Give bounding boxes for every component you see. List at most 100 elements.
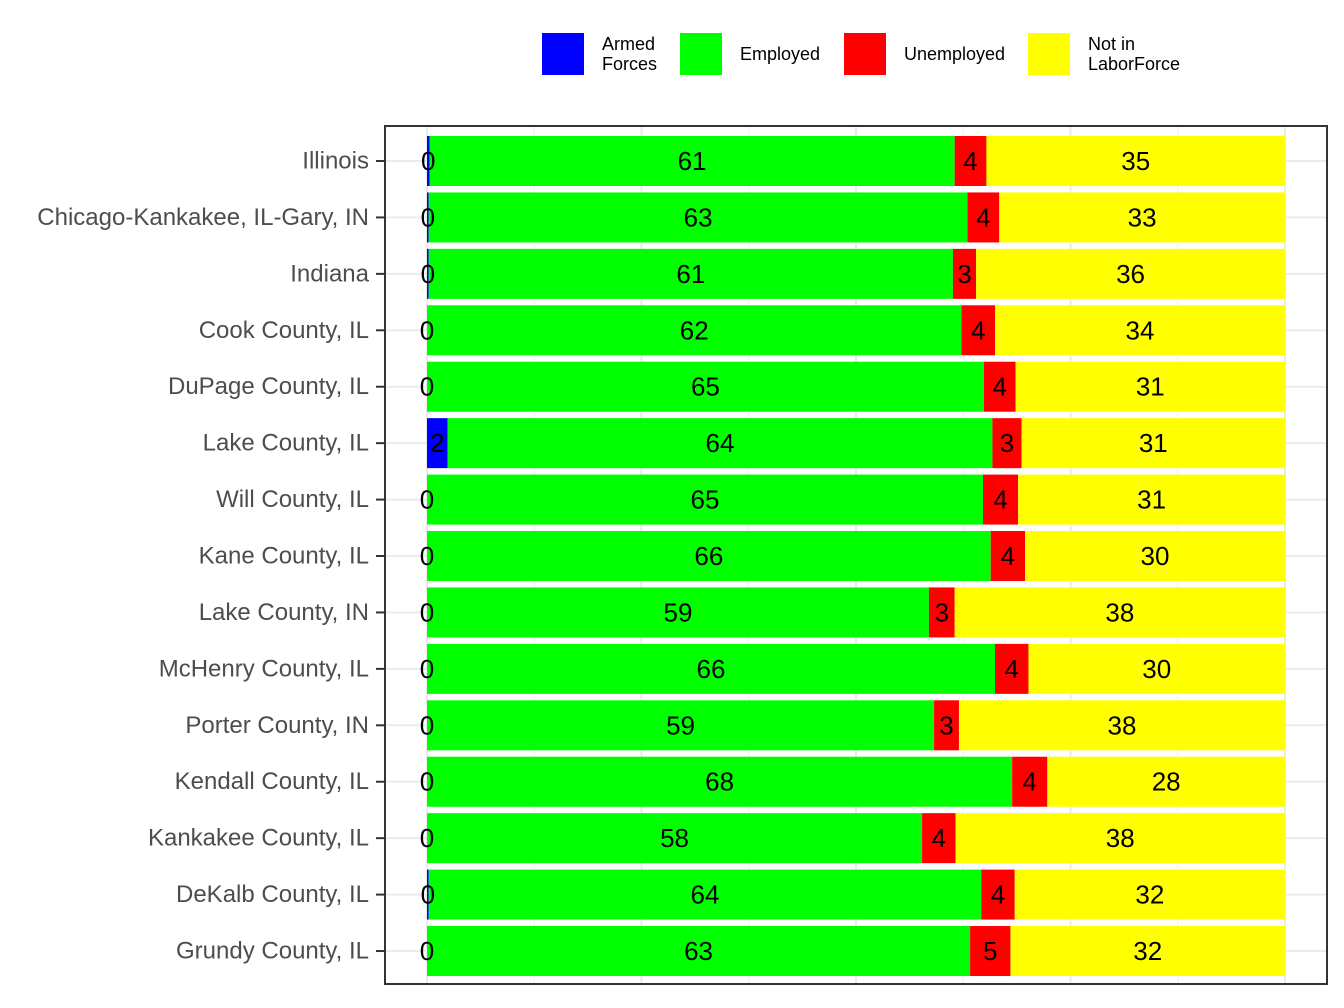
data-label-unemployed: 4 [991, 880, 1005, 910]
data-label-armed-forces: 0 [420, 315, 434, 345]
data-label-not-in-laborforce: 30 [1141, 541, 1170, 571]
bar-not-in-laborforce [999, 192, 1285, 243]
data-label-unemployed: 5 [983, 936, 997, 966]
bar-not-in-laborforce [954, 587, 1285, 638]
data-label-not-in-laborforce: 28 [1152, 767, 1181, 797]
data-label-armed-forces: 0 [420, 654, 434, 684]
data-label-employed: 61 [676, 259, 705, 289]
data-label-employed: 66 [694, 541, 723, 571]
legend-label: Unemployed [904, 44, 1005, 64]
data-label-unemployed: 4 [1023, 767, 1037, 797]
bar-employed [427, 643, 995, 694]
bar-unemployed [922, 813, 956, 864]
bar-unemployed [990, 531, 1026, 582]
legend-label: Employed [740, 44, 820, 64]
bar-employed [447, 418, 993, 469]
bar-unemployed [1012, 756, 1048, 807]
bar-not-in-laborforce [986, 136, 1285, 186]
bar-armed-forces [427, 418, 448, 469]
bar-unemployed [970, 926, 1011, 977]
data-label-unemployed: 3 [935, 597, 949, 627]
bar-not-in-laborforce [1047, 756, 1285, 807]
data-label-armed-forces: 0 [421, 880, 435, 910]
bar-employed [427, 813, 923, 864]
data-label-unemployed: 4 [993, 485, 1007, 515]
data-label-not-in-laborforce: 38 [1108, 710, 1137, 740]
data-label-employed: 64 [691, 880, 720, 910]
legend-label: Not in LaborForce [1088, 34, 1180, 74]
legend-label: Armed Forces [602, 34, 657, 74]
data-label-employed: 65 [691, 485, 720, 515]
bar-unemployed [967, 192, 1000, 243]
bar-not-in-laborforce [976, 248, 1285, 299]
y-tick-label: Will County, IL [216, 486, 369, 513]
bar-unemployed [992, 418, 1022, 469]
plot-panel: 0 61 4 350 63 4 330 61 3 360 62 4 340 65 4 312 64 3 310 65 4… [384, 125, 1328, 985]
data-label-armed-forces: 0 [420, 541, 434, 571]
data-label-unemployed: 3 [1000, 428, 1014, 458]
data-label-employed: 68 [705, 767, 734, 797]
bar-unemployed [961, 305, 995, 356]
legend-item-armed-forces: Armed Forces [542, 33, 657, 75]
data-label-not-in-laborforce: 31 [1137, 485, 1166, 515]
data-label-employed: 63 [684, 936, 713, 966]
legend-item-not-in-laborforce: Not in LaborForce [1028, 33, 1180, 75]
data-label-armed-forces: 0 [420, 597, 434, 627]
data-label-employed: 59 [664, 597, 693, 627]
bar-not-in-laborforce [1025, 531, 1285, 582]
y-tick-label: Illinois [302, 148, 369, 175]
bar-employed [427, 305, 962, 356]
y-tick-label: Grundy County, IL [176, 938, 369, 965]
data-label-employed: 59 [666, 710, 695, 740]
y-tick-label: McHenry County, IL [159, 655, 369, 682]
y-tick-label: Kankakee County, IL [148, 825, 369, 852]
y-tick-label: Lake County, IL [203, 430, 369, 457]
panel-border [384, 125, 1328, 985]
data-labels: 0 61 4 350 63 4 330 61 3 360 62 4 340 65 4 312 64 3 310 65 4… [420, 146, 1181, 966]
bar-employed [427, 361, 984, 412]
data-label-armed-forces: 0 [420, 485, 434, 515]
data-label-employed: 62 [680, 315, 709, 345]
data-label-not-in-laborforce: 34 [1126, 315, 1155, 345]
bar-not-in-laborforce [955, 813, 1285, 864]
bar-armed-forces [427, 248, 429, 299]
legend-item-unemployed: Unemployed [844, 33, 1005, 75]
legend-key [542, 33, 584, 75]
data-label-armed-forces: 0 [420, 710, 434, 740]
bar-not-in-laborforce [1010, 926, 1285, 977]
data-label-employed: 65 [691, 372, 720, 402]
data-label-employed: 61 [678, 146, 707, 176]
bar-employed [427, 700, 935, 751]
data-label-armed-forces: 0 [421, 146, 435, 176]
bar-not-in-laborforce [1021, 418, 1285, 469]
data-label-unemployed: 4 [932, 823, 946, 853]
legend-key [1028, 33, 1070, 75]
bar-armed-forces [427, 136, 430, 186]
data-label-employed: 64 [706, 428, 735, 458]
bar-armed-forces [427, 869, 429, 920]
data-label-unemployed: 3 [957, 259, 971, 289]
data-label-not-in-laborforce: 36 [1116, 259, 1145, 289]
bar-employed [427, 531, 991, 582]
bar-employed [427, 756, 1013, 807]
y-tick-label: Chicago-Kankakee, IL-Gary, IN [37, 204, 369, 231]
chart-legend: Armed Forces Employed Unemployed Not in Labor… [542, 33, 1180, 75]
legend-key [844, 33, 886, 75]
data-label-not-in-laborforce: 30 [1142, 654, 1171, 684]
data-label-unemployed: 4 [1001, 541, 1015, 571]
bar-unemployed [954, 136, 987, 186]
bar-unemployed [928, 587, 955, 638]
y-tick-label: Indiana [290, 260, 369, 287]
bar-not-in-laborforce [1014, 869, 1285, 920]
y-tick-label: Porter County, IN [185, 712, 369, 739]
y-tick-label: DeKalb County, IL [176, 881, 369, 908]
data-label-unemployed: 4 [1004, 654, 1018, 684]
bar-not-in-laborforce [958, 700, 1285, 751]
bar-unemployed [952, 248, 977, 299]
data-label-not-in-laborforce: 32 [1133, 936, 1162, 966]
bar-employed [428, 248, 953, 299]
bar-employed [427, 474, 983, 525]
bar-unemployed [994, 643, 1029, 694]
data-label-not-in-laborforce: 33 [1128, 202, 1157, 232]
